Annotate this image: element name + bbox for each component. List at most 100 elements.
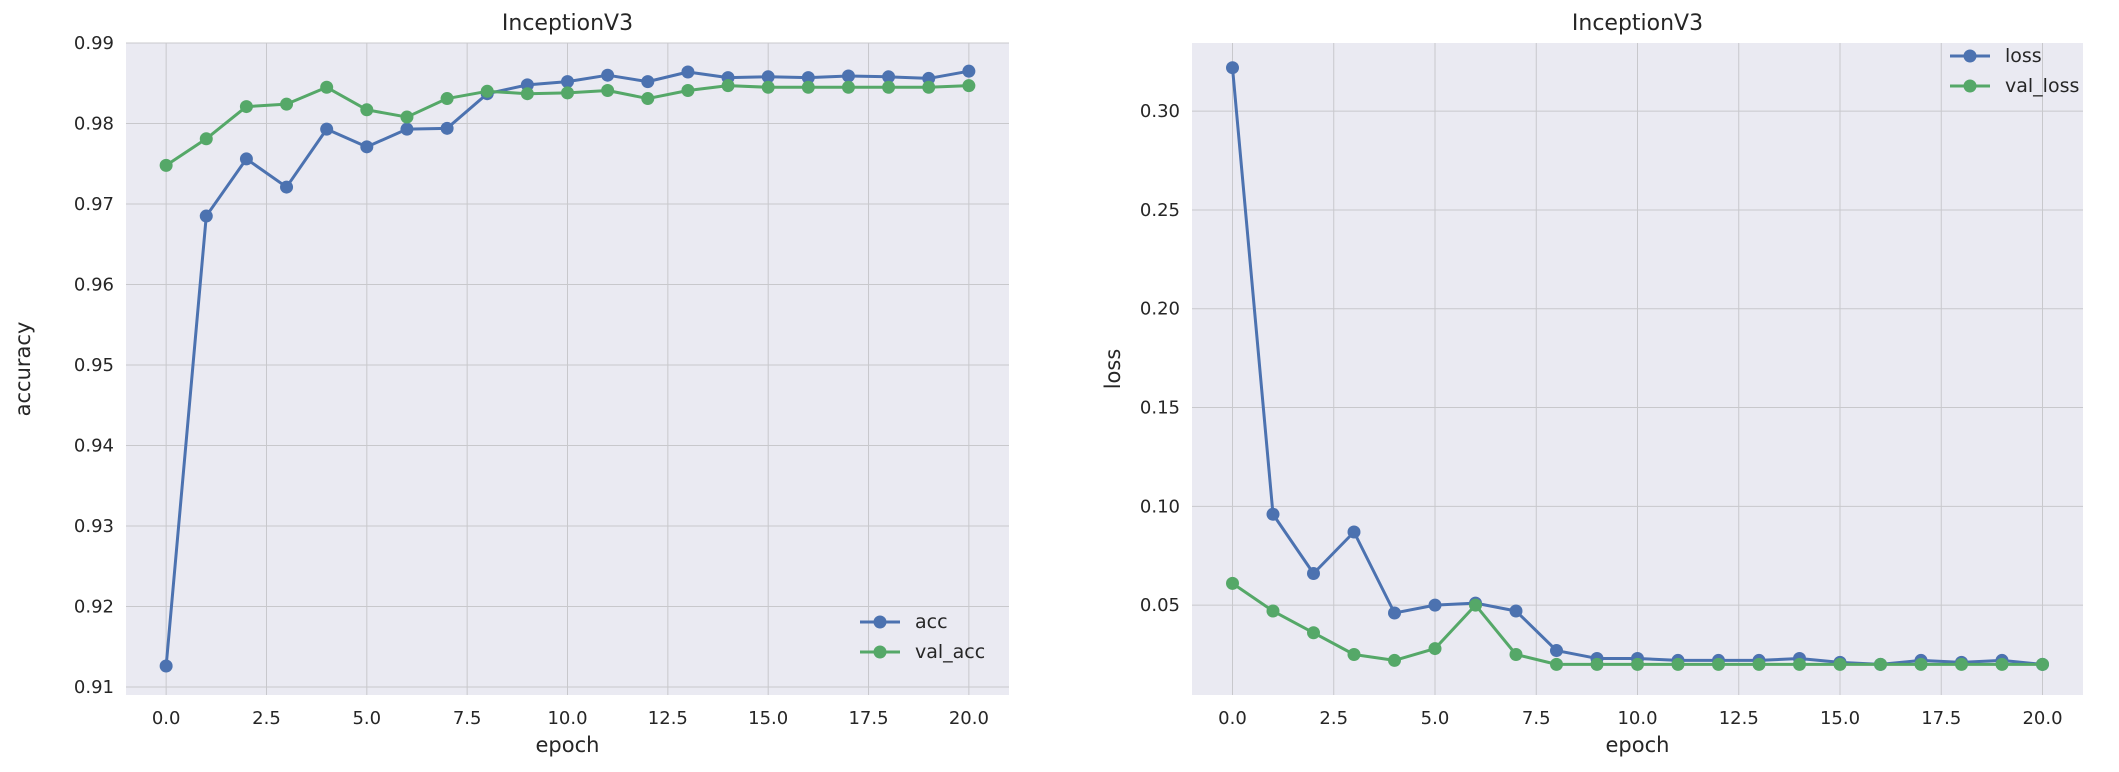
data-point-val_acc [360,103,374,117]
data-point-acc [761,70,775,84]
data-point-val_loss [1266,604,1280,618]
legend: loss val_loss [1950,45,2079,97]
data-point-val_acc [520,87,534,101]
legend-marker-val_acc [873,645,887,659]
y-tick-label: 0.91 [74,677,114,698]
data-point-val_acc [761,80,775,94]
chart-panel-2: 0.0 2.5 5.0 7.5 10.0 12.5 15.0 17.5 20.0 0.05 0.10… [1101,11,2083,757]
legend-marker-val_loss [1963,79,1977,93]
data-point-val_loss [1752,657,1766,671]
data-point-acc [882,70,896,84]
y-tick-label: 0.15 [1140,398,1180,419]
x-tick-label: 15.0 [1820,708,1860,729]
data-point-val_loss [1388,653,1401,667]
chart-title: InceptionV3 [1572,11,1703,36]
data-point-val_acc [199,132,213,146]
x-tick-label: 10.0 [1617,708,1657,729]
data-point-val_acc [641,92,655,106]
data-point-acc [440,121,454,135]
x-tick-label: 7.5 [453,708,482,729]
x-axis-label: epoch [1606,733,1670,757]
data-point-val_loss [1550,657,1563,671]
y-tick-label: 0.97 [74,194,114,215]
data-point-val_acc [681,83,695,97]
legend-label-acc: acc [915,611,948,633]
y-tick-label: 0.98 [74,113,114,134]
data-point-loss [1347,525,1361,539]
data-point-acc [199,209,213,223]
data-point-acc [841,69,855,83]
data-point-val_loss [1874,657,1887,671]
data-point-val_acc [801,80,815,94]
data-point-loss [1307,566,1320,580]
data-point-val_loss [1671,657,1685,671]
data-point-loss [1226,61,1239,75]
data-point-loss [1550,644,1563,658]
data-point-val_loss [1793,657,1806,671]
chart-panel-1: 0.0 2.5 5.0 7.5 10.0 12.5 15.0 17.5 20.0 0.91 0.92… [11,11,1009,757]
data-point-loss [1388,606,1401,620]
data-point-val_acc [280,97,294,111]
y-tick-label: 0.05 [1140,595,1180,616]
y-tick-label: 0.20 [1140,299,1180,320]
y-tick-label: 0.10 [1140,496,1180,517]
data-point-acc [159,659,173,673]
data-point-val_loss [1226,576,1239,590]
data-point-val_loss [1509,647,1523,661]
x-tick-label: 5.0 [352,708,381,729]
data-point-val_acc [480,84,494,98]
x-tick-label: 5.0 [1421,708,1450,729]
x-axis-label: epoch [536,733,600,757]
data-point-acc [400,122,414,136]
data-point-acc [641,75,655,89]
data-point-val_acc [841,80,855,94]
y-axis-label: loss [1101,349,1125,390]
data-point-acc [239,152,253,166]
data-point-acc [962,64,976,78]
y-tick-label: 0.96 [74,274,114,295]
data-point-acc [601,68,615,82]
data-point-val_loss [1995,657,2009,671]
x-tick-label: 10.0 [547,708,587,729]
data-point-val_loss [1914,657,1928,671]
data-point-acc [320,122,334,136]
series-val_loss [1226,576,2049,671]
data-point-val_loss [1833,657,1847,671]
data-point-val_loss [1631,657,1644,671]
x-tick-label: 20.0 [2022,708,2062,729]
data-point-val_loss [1712,657,1725,671]
x-tick-label: 20.0 [949,708,989,729]
data-point-loss [1428,598,1442,612]
y-tick-label: 0.93 [74,516,114,537]
x-tick-label: 2.5 [252,708,281,729]
y-tick-label: 0.94 [74,435,114,456]
x-tick-label: 2.5 [1319,708,1348,729]
data-point-acc [681,65,695,79]
data-point-val_acc [721,79,735,93]
legend-label-loss: loss [2005,45,2042,67]
chart-title: InceptionV3 [502,11,633,36]
legend: acc val_acc [860,611,985,663]
data-point-val_acc [922,80,936,94]
y-tick-label: 0.30 [1140,101,1180,122]
data-point-val_loss [1428,642,1442,656]
y-tick-label: 0.99 [74,33,114,54]
y-tick-label: 0.95 [74,355,114,376]
data-point-val_loss [1469,598,1482,612]
x-tick-label: 17.5 [848,708,888,729]
y-tick-label: 0.25 [1140,200,1180,221]
x-tick-label: 15.0 [748,708,788,729]
data-point-val_acc [239,100,253,114]
data-point-loss [1266,507,1280,521]
x-tick-label: 12.5 [648,708,688,729]
data-point-val_loss [1590,657,1604,671]
data-point-val_loss [1347,647,1361,661]
y-axis-label: accuracy [11,322,35,417]
x-tick-label: 12.5 [1719,708,1759,729]
data-point-val_acc [440,92,454,106]
series-val_acc [159,79,976,172]
data-point-acc [360,140,374,154]
data-point-val_acc [320,80,334,94]
legend-label-val_acc: val_acc [915,641,985,663]
